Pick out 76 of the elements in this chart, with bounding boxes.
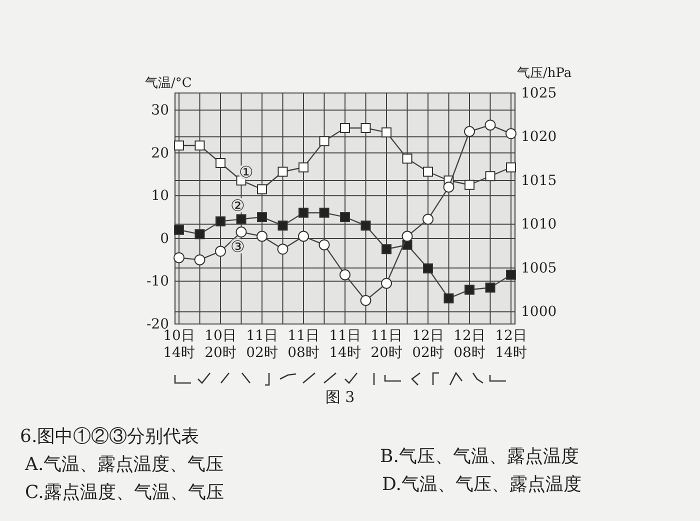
text: C.露点温度、气温、气压 — [25, 482, 224, 503]
x-tick-label: 11日 14时 — [329, 328, 361, 361]
point — [340, 123, 350, 133]
point — [360, 220, 371, 231]
point — [194, 229, 205, 240]
point — [298, 208, 308, 218]
point — [318, 239, 330, 250]
point — [340, 212, 350, 222]
point — [256, 230, 268, 242]
y2-axis-title: 气压/hPa — [517, 66, 572, 81]
point — [194, 140, 205, 150]
point — [484, 120, 496, 131]
point — [382, 127, 392, 138]
y2-tick-label: 1020 — [521, 129, 557, 146]
point — [402, 230, 413, 242]
caption: 图 3 — [325, 388, 355, 406]
x-tick-label: 10日 20时 — [204, 328, 236, 361]
point — [257, 184, 267, 194]
y-tick-label: 10 — [151, 188, 169, 204]
point — [277, 244, 288, 255]
y-tick-label: -10 — [146, 274, 169, 290]
point — [443, 182, 454, 193]
point — [485, 171, 496, 182]
point — [464, 180, 474, 190]
point — [360, 123, 371, 133]
point — [194, 254, 206, 266]
x-tick-label: 12日 02时 — [412, 328, 444, 361]
point — [423, 263, 433, 274]
point — [174, 252, 184, 264]
text: 6.图中①②③分别代表 — [20, 426, 200, 447]
point — [340, 269, 350, 280]
x-tick-label: 12日 08时 — [454, 328, 486, 361]
point — [298, 162, 308, 172]
y2-tick-label: 1015 — [521, 172, 557, 189]
point — [216, 158, 226, 168]
point — [423, 166, 433, 177]
x-tick-label: 11日 02时 — [246, 328, 278, 361]
text: A.气温、露点温度、气压 — [24, 454, 224, 475]
point — [319, 136, 330, 146]
point — [506, 128, 516, 140]
point — [174, 140, 184, 150]
point — [319, 208, 330, 218]
point — [464, 284, 474, 295]
y2-tick-label: 1010 — [521, 216, 557, 233]
point — [444, 293, 454, 304]
y2-tick-label: 1025 — [521, 85, 557, 102]
point — [422, 214, 434, 225]
point — [506, 270, 516, 280]
point — [298, 230, 309, 242]
point — [236, 226, 247, 238]
y-axis-title: 气温/°C — [145, 76, 192, 91]
y-tick-label: 30 — [151, 102, 169, 119]
x-tick-label: 10日 14时 — [163, 328, 195, 361]
point — [215, 246, 226, 257]
point — [278, 166, 288, 177]
point — [464, 126, 475, 137]
point — [382, 244, 392, 254]
text: B.气压、气温、露点温度 — [380, 446, 579, 467]
point — [360, 294, 372, 306]
point — [485, 282, 496, 293]
point — [381, 278, 392, 289]
point — [236, 214, 246, 224]
y-tick-label: 20 — [151, 145, 169, 162]
point — [174, 224, 184, 235]
y2-tick-label: 1005 — [521, 260, 557, 276]
point — [402, 154, 412, 164]
point — [216, 216, 226, 226]
point — [506, 162, 516, 172]
text: D.气温、气压、露点温度 — [382, 474, 582, 495]
x-tick-label: 11日 08时 — [288, 328, 320, 361]
x-tick-label: 11日 20时 — [370, 328, 402, 361]
y-tick-label: 0 — [160, 230, 169, 247]
y2-tick-label: 1000 — [521, 304, 557, 320]
x-tick-label: 12日 14时 — [495, 328, 527, 361]
point — [278, 220, 288, 231]
point — [257, 212, 267, 222]
